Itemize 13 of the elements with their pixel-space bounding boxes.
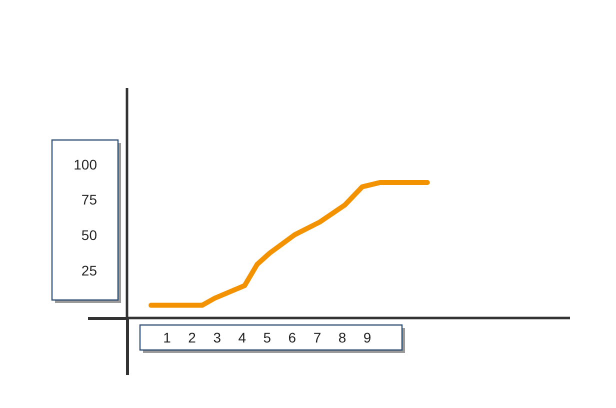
y-tick-label: 25 (81, 262, 98, 278)
x-tick-label: 4 (238, 329, 246, 346)
x-tick-label: 2 (188, 329, 196, 346)
x-tick-label: 5 (263, 329, 272, 346)
x-tick-label: 8 (338, 329, 346, 346)
y-tick-label: 50 (81, 227, 98, 244)
x-tick-label: 6 (288, 329, 296, 346)
x-tick-label: 9 (363, 329, 372, 346)
y-tick-label: 75 (81, 192, 98, 208)
x-tick-label: 3 (213, 329, 222, 346)
y-tick-label: 100 (74, 156, 98, 172)
x-tick-label: 7 (313, 329, 322, 346)
x-tick-label: 1 (163, 329, 172, 346)
